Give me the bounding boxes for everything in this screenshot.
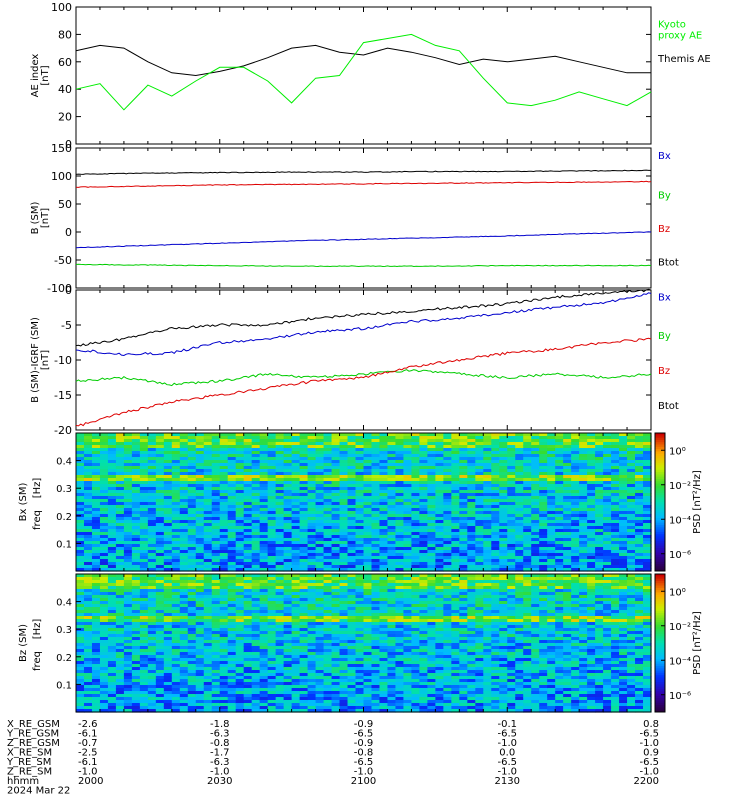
- legend-entry: Bz: [658, 366, 670, 377]
- colorbar-label: PSD [nT²/Hz]: [692, 470, 703, 534]
- series-line-bz: [76, 181, 651, 187]
- colorbar-tick-label: 10⁻⁶: [669, 550, 691, 561]
- y-tick-label: -20: [54, 424, 72, 437]
- y-tick-label: -5: [61, 319, 72, 332]
- y-axis-unit: [Hz]: [32, 478, 43, 499]
- y-tick-label: -50: [54, 254, 72, 267]
- y-tick-label: 20: [58, 111, 72, 124]
- y-tick-label: -10: [54, 354, 72, 367]
- series-line-btot: [76, 289, 651, 346]
- y-tick-label: 80: [58, 28, 72, 41]
- y-tick-label: 0.4: [56, 457, 72, 468]
- legend-entry: Bx: [658, 151, 671, 162]
- y-axis-unit: [nT]: [40, 65, 51, 85]
- y-tick-label: 150: [51, 142, 72, 155]
- y-tick-label: 0.1: [56, 539, 72, 550]
- series-line-themis-ae: [76, 45, 651, 75]
- panel-frame: [76, 7, 651, 144]
- spectrogram-cells: [76, 574, 652, 713]
- legend-entry: Themis AE: [657, 54, 711, 65]
- y-tick-label: 100: [51, 170, 72, 183]
- legend-entry: Bx: [658, 293, 671, 304]
- y-tick-label: 60: [58, 56, 72, 69]
- y-tick-label: 0: [65, 226, 72, 239]
- panel-frame: [76, 148, 651, 288]
- series-line-by: [76, 264, 651, 266]
- colorbar-tick-label: 10⁻⁴: [669, 515, 691, 526]
- y-tick-label: 40: [58, 83, 72, 96]
- colorbar-tick-label: 10⁻²: [669, 481, 691, 492]
- legend-entry: Bz: [658, 224, 670, 235]
- colorbar-tick-label: 10⁰: [669, 446, 686, 457]
- series-line-kyoto: [76, 34, 651, 109]
- legend-entry: proxy AE: [658, 31, 702, 42]
- panel-frame: [76, 290, 651, 430]
- legend-entry: By: [658, 190, 671, 201]
- spectrogram-cells: [76, 433, 652, 572]
- y-axis-unit: [nT]: [40, 208, 51, 228]
- y-axis-unit: [nT]: [40, 350, 51, 370]
- y-tick-label: 0.2: [56, 512, 72, 523]
- colorbar: [655, 433, 665, 572]
- y-tick-label: 0: [65, 284, 72, 297]
- y-tick-label: 0.3: [56, 484, 72, 495]
- y-tick-label: 100: [51, 1, 72, 14]
- legend-entry: By: [658, 331, 671, 342]
- series-line-bx: [76, 293, 651, 356]
- series-line-bx: [76, 232, 651, 248]
- y-axis-label: freq: [32, 510, 43, 530]
- legend-entry: Btot: [658, 401, 679, 412]
- series-line-bz: [76, 338, 651, 426]
- legend-entry: Kyoto: [658, 20, 686, 31]
- y-tick-label: 50: [58, 198, 72, 211]
- y-tick-label: -15: [54, 389, 72, 402]
- series-line-btot: [76, 170, 651, 174]
- legend-entry: Btot: [658, 258, 679, 269]
- y-axis-label: Bx (SM): [18, 483, 29, 522]
